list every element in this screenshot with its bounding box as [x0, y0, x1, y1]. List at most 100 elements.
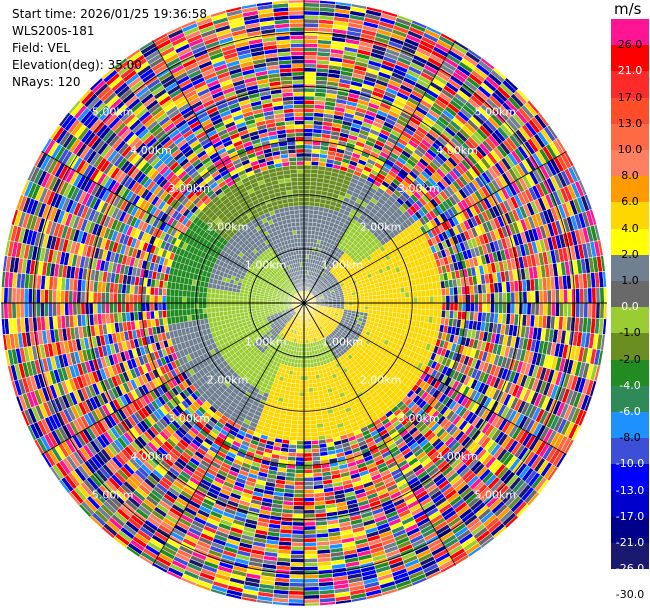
velocity-gate [288, 598, 305, 604]
velocity-gate [348, 297, 353, 301]
velocity-gate [603, 302, 608, 320]
velocity-gate [308, 399, 315, 405]
velocity-gate [309, 197, 316, 203]
velocity-gate [440, 287, 447, 297]
velocity-gate [311, 222, 317, 227]
velocity-gate [510, 291, 516, 304]
velocity-gate [409, 302, 414, 309]
velocity-gate [298, 396, 305, 401]
velocity-gate [292, 403, 299, 409]
velocity-gate [303, 460, 313, 466]
velocity-gate [303, 26, 319, 32]
velocity-gate [310, 181, 317, 187]
velocity-gate [355, 293, 361, 298]
velocity-gate [308, 213, 314, 219]
velocity-gate [293, 485, 305, 490]
velocity-gate [303, 464, 313, 470]
velocity-gate [309, 185, 317, 191]
velocity-gate [433, 302, 439, 311]
velocity-gate [310, 419, 317, 425]
velocity-gate [303, 160, 312, 166]
velocity-gate [303, 177, 311, 182]
velocity-gate [298, 400, 305, 405]
velocity-gate [307, 375, 313, 381]
velocity-gate [432, 288, 438, 297]
velocity-gate [303, 112, 315, 117]
velocity-gate [308, 201, 315, 207]
velocity-gate [595, 302, 601, 319]
velocity-gate [309, 407, 316, 413]
velocity-gate [290, 545, 305, 551]
velocity-gate [416, 308, 422, 316]
velocity-gate [303, 116, 315, 121]
velocity-gate [368, 302, 374, 307]
velocity-gate [297, 424, 305, 429]
velocity-gate [293, 489, 305, 494]
velocity-gate [502, 292, 508, 304]
velocity-gate [542, 290, 548, 304]
velocity-gate [376, 294, 382, 300]
velocity-gate [303, 107, 315, 113]
velocity-gate [303, 10, 320, 16]
velocity-gate [303, 83, 316, 89]
velocity-gate [296, 367, 301, 373]
velocity-gates [0, 0, 608, 607]
velocity-gate [400, 307, 406, 314]
velocity-gate [303, 598, 320, 604]
velocity-gate [396, 292, 402, 299]
velocity-gate [522, 291, 528, 304]
velocity-gate [299, 375, 305, 381]
velocity-gate [305, 343, 309, 348]
velocity-gate [303, 229, 308, 235]
velocity-gate [303, 529, 317, 535]
velocity-gate [416, 290, 422, 298]
velocity-gate [413, 296, 418, 304]
velocity-gate [313, 210, 319, 215]
velocity-gate [303, 452, 313, 458]
velocity-gate [294, 387, 300, 393]
velocity-gate [306, 347, 310, 352]
velocity-gate [291, 529, 305, 535]
velocity-gate [303, 124, 314, 129]
velocity-gate [308, 205, 315, 211]
velocity-gate [587, 287, 593, 304]
velocity-gate [303, 533, 317, 539]
velocity-gate [303, 193, 310, 198]
velocity-gate [388, 293, 394, 299]
velocity-gate [305, 339, 309, 344]
velocity-gate [308, 217, 314, 223]
velocity-gate [311, 374, 317, 380]
velocity-gate [290, 383, 296, 388]
velocity-gate [303, 95, 316, 101]
velocity-gate [380, 306, 386, 312]
velocity-gate [312, 218, 318, 223]
velocity-gate [380, 294, 386, 300]
velocity-gate [303, 489, 315, 494]
velocity-gate [297, 428, 305, 434]
velocity-gate [364, 306, 369, 310]
velocity-gate [307, 367, 312, 373]
velocity-gate [372, 299, 378, 304]
velocity-gate [457, 294, 463, 304]
velocity-gate [291, 525, 305, 531]
velocity-gate [292, 509, 305, 515]
velocity-gate [303, 477, 314, 482]
velocity-gate [486, 292, 491, 304]
velocity-gate [298, 404, 305, 409]
velocity-gate [289, 562, 305, 568]
velocity-gate [303, 22, 319, 28]
velocity-gate [291, 419, 298, 425]
velocity-gate [522, 302, 528, 315]
velocity-gate [303, 63, 317, 69]
velocity-gate [312, 383, 318, 388]
velocity-gate [303, 156, 312, 162]
velocity-gate [303, 570, 319, 576]
velocity-gate [295, 375, 301, 381]
velocity-gate [441, 302, 447, 311]
velocity-gate [408, 291, 414, 298]
velocity-gate [303, 217, 309, 223]
velocity-gate [303, 485, 315, 490]
velocity-gate [514, 302, 520, 315]
velocity-gate [478, 302, 483, 313]
velocity-gate [567, 302, 573, 318]
